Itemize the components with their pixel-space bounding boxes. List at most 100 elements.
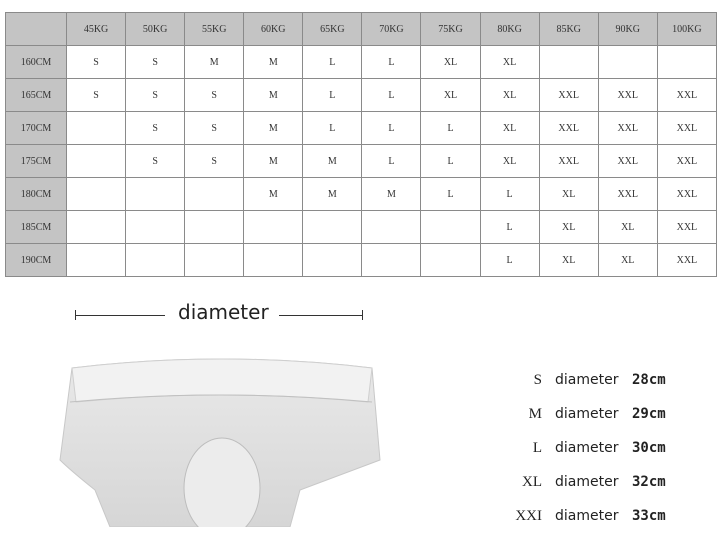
height-header: 180CM	[5, 177, 67, 211]
size-label: L	[532, 440, 542, 456]
size-cell: L	[361, 111, 422, 145]
size-cell	[302, 243, 363, 277]
diameter-text: diameter	[555, 406, 619, 422]
size-cell	[65, 177, 127, 211]
weight-header: 70KG	[361, 12, 422, 46]
size-cell	[65, 243, 127, 277]
size-cell: XL	[538, 243, 599, 277]
size-cell	[65, 111, 127, 145]
size-cell: XXL	[656, 177, 718, 211]
size-cell: L	[302, 111, 363, 145]
weight-header: 90KG	[597, 12, 658, 46]
size-cell	[243, 243, 304, 277]
size-cell	[65, 210, 127, 244]
size-cell: S	[125, 45, 186, 79]
table-row: 185CM L XL XL XXL	[5, 210, 718, 244]
size-cell: S	[125, 111, 186, 145]
size-cell: XXL	[538, 144, 599, 178]
size-cell	[184, 210, 245, 244]
size-cell: M	[243, 78, 304, 112]
table-row: 160CM S S M M L L XL XL	[5, 45, 718, 79]
size-cell: S	[184, 78, 245, 112]
size-cell: XL	[479, 144, 540, 178]
size-cell: L	[302, 78, 363, 112]
weight-header: 45KG	[65, 12, 127, 46]
size-cell: XL	[420, 78, 481, 112]
size-cell: S	[125, 144, 186, 178]
size-label: XL	[522, 474, 542, 490]
diameter-value: 33cm	[632, 508, 666, 524]
size-cell: S	[184, 111, 245, 145]
size-cell	[361, 243, 422, 277]
size-diameter-row: XXI diameter 33cm	[500, 508, 700, 542]
height-header: 160CM	[5, 45, 67, 79]
size-cell	[125, 210, 186, 244]
size-cell: XXL	[597, 177, 658, 211]
height-header: 170CM	[5, 111, 67, 145]
size-cell	[656, 45, 718, 79]
size-cell: XXL	[656, 144, 718, 178]
diameter-value: 30cm	[632, 440, 666, 456]
diameter-value: 29cm	[632, 406, 666, 422]
weight-header: 55KG	[184, 12, 245, 46]
weight-header: 85KG	[538, 12, 599, 46]
size-cell	[420, 210, 481, 244]
size-cell: XL	[597, 210, 658, 244]
size-label: M	[528, 406, 542, 422]
size-cell: L	[361, 78, 422, 112]
size-cell: M	[243, 111, 304, 145]
size-cell: XXL	[656, 210, 718, 244]
size-cell: L	[420, 144, 481, 178]
diameter-indicator: diameter	[75, 300, 363, 326]
size-cell	[125, 243, 186, 277]
diameter-text: diameter	[555, 508, 619, 524]
size-cell	[538, 45, 599, 79]
table-row: 165CM S S S M L L XL XL XXL XXL XXL	[5, 78, 718, 112]
table-row: 180CM M M M L L XL XXL XXL	[5, 177, 718, 211]
size-cell	[184, 243, 245, 277]
size-chart-table: 45KG 50KG 55KG 60KG 65KG 70KG 75KG 80KG 85KG 90KG…	[5, 12, 718, 277]
size-cell: L	[302, 45, 363, 79]
size-label: S	[533, 372, 542, 388]
size-cell: M	[361, 177, 422, 211]
table-row: 170CM S S M L L L XL XXL XXL XXL	[5, 111, 718, 145]
size-cell: M	[302, 144, 363, 178]
size-cell	[184, 177, 245, 211]
diameter-label: diameter	[178, 300, 269, 324]
size-cell: XL	[479, 45, 540, 79]
height-header: 165CM	[5, 78, 67, 112]
size-cell: L	[361, 45, 422, 79]
diameter-text: diameter	[555, 440, 619, 456]
corner-cell	[5, 12, 67, 46]
diameter-value: 32cm	[632, 474, 666, 490]
size-cell: M	[243, 177, 304, 211]
size-cell: XXL	[538, 78, 599, 112]
size-cell: XXL	[597, 78, 658, 112]
size-cell: L	[479, 210, 540, 244]
size-cell: M	[184, 45, 245, 79]
size-cell: L	[420, 111, 481, 145]
weight-header: 75KG	[420, 12, 481, 46]
size-cell: S	[65, 45, 127, 79]
size-cell: M	[243, 144, 304, 178]
size-cell: XXL	[597, 144, 658, 178]
size-cell: S	[184, 144, 245, 178]
size-cell	[243, 210, 304, 244]
size-cell	[361, 210, 422, 244]
size-cell	[302, 210, 363, 244]
diameter-text: diameter	[555, 474, 619, 490]
size-cell	[420, 243, 481, 277]
size-cell	[65, 144, 127, 178]
table-row: 175CM S S M M L L XL XXL XXL XXL	[5, 144, 718, 178]
size-cell: XL	[597, 243, 658, 277]
size-cell: S	[125, 78, 186, 112]
weight-header: 60KG	[243, 12, 304, 46]
size-cell: XXL	[538, 111, 599, 145]
height-header: 190CM	[5, 243, 67, 277]
size-cell	[597, 45, 658, 79]
weight-header: 50KG	[125, 12, 186, 46]
diameter-value: 28cm	[632, 372, 666, 388]
size-cell: M	[302, 177, 363, 211]
